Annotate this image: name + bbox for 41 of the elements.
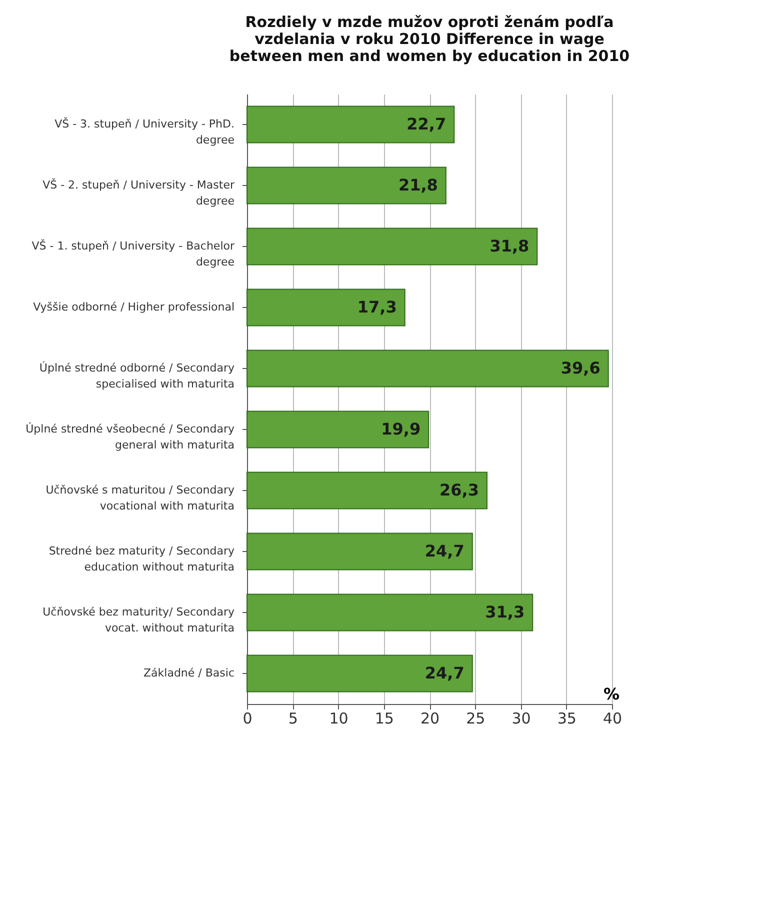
y-tick-label: Učňovské bez maturity/ Secondary vocat. without maturita: [42, 606, 235, 634]
bar: [246, 532, 473, 570]
bar: [246, 594, 534, 632]
y-tick-label: Stredné bez maturity / Secondary education without maturita: [48, 544, 235, 574]
x-axis-title: %: [603, 684, 620, 704]
y-tick-label: VŠ - 1. stupeň / University - Bachelor degree: [32, 238, 235, 268]
y-tick-label: VŠ - 3. stupeň / University - PhD. degree: [54, 116, 235, 146]
y-tick-label: Úplné stredné všeobecné / Secondary general with maturita: [26, 422, 235, 452]
data-label: 31,8: [490, 236, 530, 256]
y-tick-label: Úplné stredné odborné / Secondary specialised with maturita: [39, 360, 235, 390]
y-tick-label: Vyššie odborné / Higher professional: [33, 300, 234, 314]
bar: [246, 350, 609, 388]
y-tick-label: Základné / Basic: [144, 666, 234, 680]
bar: [246, 472, 488, 510]
x-tick-label: 35: [557, 710, 576, 728]
data-label: 31,3: [485, 602, 525, 622]
data-label: 17,3: [357, 298, 397, 316]
x-tick-label: 40: [602, 710, 622, 728]
bar: [246, 106, 455, 144]
data-label: 24,7: [424, 664, 464, 682]
x-tick-label: 30: [512, 710, 531, 728]
bar: [246, 166, 446, 204]
data-label: 26,3: [440, 480, 479, 500]
data-label: 39,6: [560, 358, 600, 378]
x-tick-label: 15: [374, 710, 394, 728]
bar: [246, 288, 406, 326]
y-tick-label: Učňovské s maturitou / Secondary vocational with maturita: [46, 484, 235, 512]
bar: [246, 410, 430, 448]
data-label: 19,9: [381, 420, 421, 438]
x-tick-label: 0: [242, 710, 252, 728]
x-tick-label: 10: [329, 710, 348, 728]
data-label: 24,7: [424, 542, 464, 560]
x-tick-label: 5: [288, 710, 298, 728]
x-tick-label: 25: [466, 710, 486, 728]
data-label: 21,8: [398, 176, 438, 194]
chart-title: Rozdiely v mzde mužov oproti ženám podľa vzdelania v roku 2010 Difference in wage between men and women by education in 2010: [229, 13, 630, 65]
bar: [246, 228, 538, 266]
y-tick-label: VŠ - 2. stupeň / University - Master degree: [42, 178, 235, 208]
data-label: 22,7: [406, 114, 446, 134]
x-tick-label: 20: [420, 710, 440, 728]
bar: [246, 654, 473, 692]
